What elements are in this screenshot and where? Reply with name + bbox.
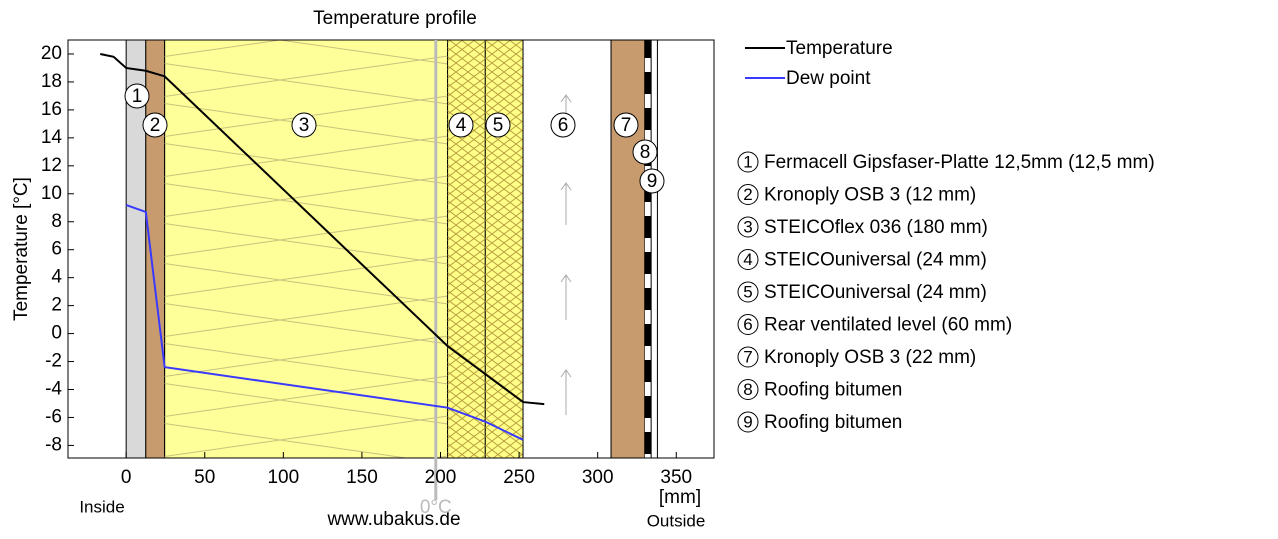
y-tick-label: -8 <box>45 434 62 455</box>
layer-legend-marker <box>737 281 759 303</box>
layer-legend-name: Roofing bitumen <box>764 412 902 433</box>
x-tick-label: 0 <box>121 467 132 488</box>
layer-legend-name: Kronoply OSB 3 (12 mm) <box>764 185 976 206</box>
layer-legend-name: STEICOuniversal (24 mm) <box>764 282 987 303</box>
layer-legend-name: Kronoply OSB 3 (22 mm) <box>764 347 976 368</box>
layer-legend-number: 4 <box>743 250 752 269</box>
y-tick-label: 4 <box>51 267 62 288</box>
layer-number: 5 <box>493 115 504 136</box>
y-axis-title: Temperature [°C] <box>11 177 32 321</box>
layer <box>610 39 646 459</box>
layer-number: 6 <box>558 115 569 136</box>
layer-legend-marker <box>737 379 759 400</box>
layer-number: 9 <box>647 171 658 192</box>
layer-number: 2 <box>150 115 161 136</box>
layer-number: 3 <box>299 115 310 136</box>
chart-title: Temperature profile <box>313 8 477 29</box>
layers <box>125 39 658 459</box>
y-tick-label: 18 <box>41 71 62 92</box>
layer-legend-number: 6 <box>743 315 752 334</box>
zero-line-label: 0°C <box>420 497 452 518</box>
y-tick-label: 6 <box>51 239 62 260</box>
layer-legend-marker <box>737 249 759 270</box>
layer-legend-number: 3 <box>743 217 752 236</box>
layer-legend-name: STEICOflex 036 (180 mm) <box>764 217 988 238</box>
layer-number: 4 <box>456 115 467 136</box>
outside-label: Outside <box>647 511 706 530</box>
layer-marker <box>124 83 150 109</box>
y-tick-label: -2 <box>45 351 62 372</box>
layer-number: 8 <box>640 142 651 163</box>
x-tick-label: 200 <box>425 467 457 488</box>
layer-legend-marker <box>737 346 759 368</box>
layer-legend-marker <box>737 314 759 335</box>
layer-legend-number: 2 <box>743 185 752 204</box>
y-tick-label: 12 <box>41 155 62 176</box>
plot-frame <box>67 39 715 459</box>
y-tick-label: 2 <box>51 295 62 316</box>
layer-texture <box>164 40 448 458</box>
legend-label: Temperature <box>786 38 893 59</box>
layer-number: 1 <box>132 86 143 107</box>
layer-legend-name: Roofing bitumen <box>764 380 902 401</box>
layer-legend-name: Fermacell Gipsfaser-Platte 12,5mm (12,5 … <box>764 152 1155 173</box>
layer-legend-number: 5 <box>743 282 752 301</box>
layer-legend-number: 9 <box>743 412 752 431</box>
layer-texture <box>644 40 652 458</box>
layer-legend-name: STEICOuniversal (24 mm) <box>764 250 987 271</box>
y-tick-label: 14 <box>41 127 63 148</box>
layer-marker <box>485 112 511 138</box>
layer-legend-number: 1 <box>743 152 752 171</box>
layer-legend-marker <box>737 184 759 205</box>
layer <box>145 39 166 459</box>
legend-label: Dew point <box>786 68 871 89</box>
x-tick-label: 100 <box>267 467 299 488</box>
layer-legend-marker <box>737 216 759 238</box>
layer-marker <box>613 112 639 138</box>
x-tick-label: 50 <box>194 467 215 488</box>
layer-texture <box>447 40 486 458</box>
layer-number: 7 <box>621 115 632 136</box>
x-tick-label: 300 <box>582 467 614 488</box>
y-tick-label: 10 <box>41 183 62 204</box>
layer-marker <box>550 112 576 138</box>
series-line <box>100 53 545 406</box>
x-tick-label: 250 <box>503 467 535 488</box>
x-tick-label: 350 <box>660 467 692 488</box>
layer-marker <box>291 112 317 138</box>
x-axis-title: [mm] <box>659 487 701 508</box>
y-tick-label: -4 <box>45 379 62 400</box>
layer-texture <box>485 40 524 458</box>
layer-marker <box>639 168 665 194</box>
y-tick-label: 8 <box>51 211 62 232</box>
layer <box>650 39 658 459</box>
x-tick-label: 150 <box>346 467 378 488</box>
y-tick-label: 20 <box>41 43 62 64</box>
layer-legend-marker <box>737 411 759 433</box>
watermark: www.ubakus.de <box>326 509 460 530</box>
layer-legend-name: Rear ventilated level (60 mm) <box>764 315 1012 336</box>
layer <box>522 39 612 459</box>
layer-marker <box>632 139 658 165</box>
layer-legend-marker <box>737 151 759 173</box>
series-line <box>125 204 524 441</box>
y-tick-label: -6 <box>45 406 62 427</box>
layer-marker <box>142 112 168 138</box>
layer-legend-number: 7 <box>743 347 752 366</box>
layer-legend-number: 8 <box>743 380 752 399</box>
inside-label: Inside <box>79 497 124 516</box>
layer-marker <box>448 112 474 138</box>
y-tick-label: 16 <box>41 99 62 120</box>
y-tick-label: 0 <box>51 323 62 344</box>
